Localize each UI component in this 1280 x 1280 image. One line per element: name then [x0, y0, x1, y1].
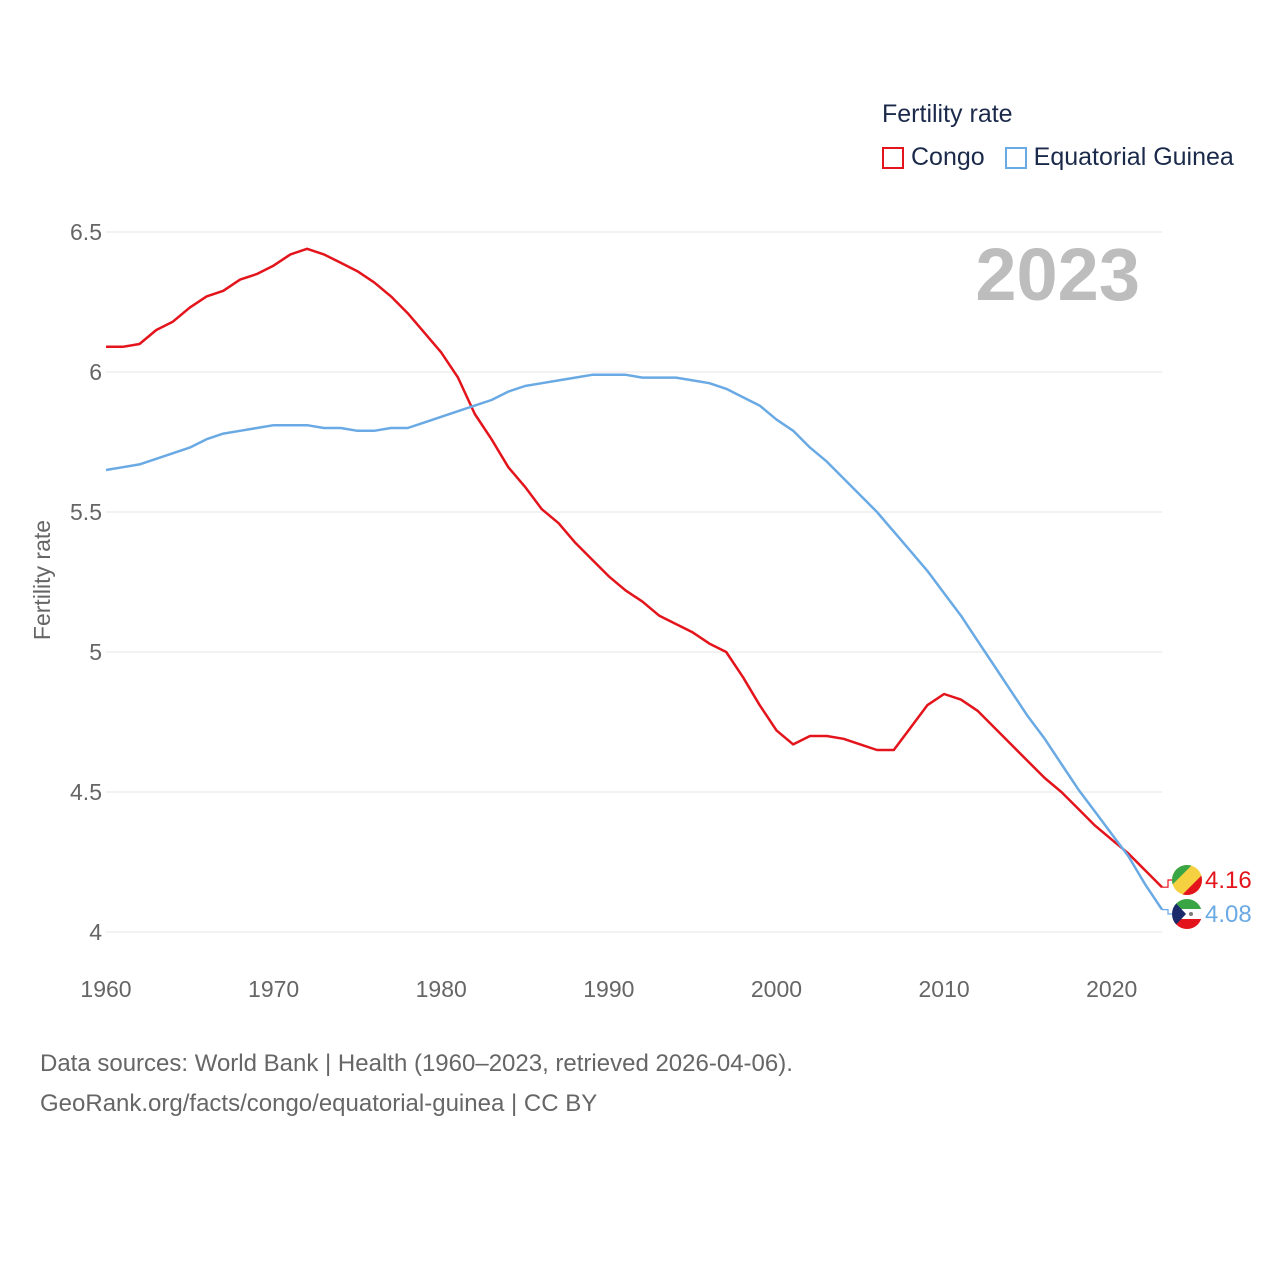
legend-item-congo[interactable]: Congo: [882, 143, 985, 172]
x-tick-label-1: 1970: [248, 976, 299, 1002]
x-tick-label-3: 1990: [583, 976, 634, 1002]
y-tick-label-0: 4: [89, 919, 102, 945]
y-tick-label-4: 6: [89, 359, 102, 385]
series-end-markers: 4.16 4.08: [1162, 865, 1252, 929]
x-tick-label-4: 2000: [751, 976, 802, 1002]
x-tick-label-6: 2020: [1086, 976, 1137, 1002]
connector-congo: [1162, 879, 1172, 888]
y-axis-label: Fertility rate: [29, 520, 55, 640]
end-value-label-equatorial-guinea: 4.08: [1205, 901, 1252, 928]
sources-line-1: Data sources: World Bank | Health (1960–…: [40, 1050, 793, 1077]
y-axis-ticks: 4 4.5 5 5.5 6 6.5: [70, 219, 102, 945]
end-value-label-congo: 4.16: [1205, 867, 1252, 894]
connector-equatorial-guinea: [1162, 908, 1172, 915]
y-tick-label-2: 5: [89, 639, 102, 665]
y-tick-label-1: 4.5: [70, 779, 102, 805]
y-tick-label-5: 6.5: [70, 219, 102, 245]
y-tick-label-3: 5.5: [70, 499, 102, 525]
x-tick-label-0: 1960: [80, 976, 131, 1002]
x-tick-label-2: 1980: [416, 976, 467, 1002]
legend: Congo Equatorial Guinea: [882, 143, 1254, 172]
x-tick-label-5: 2010: [919, 976, 970, 1002]
legend-swatch-congo: [882, 146, 904, 169]
series-line-congo[interactable]: [106, 247, 1163, 889]
x-axis-ticks: 1960 1970 1980 1990 2000 2010 2020: [80, 976, 1137, 1002]
legend-swatch-equatorial-guinea: [1004, 146, 1027, 169]
legend-label-equatorial-guinea: Equatorial Guinea: [1033, 143, 1234, 171]
year-label: 2023: [975, 233, 1140, 316]
data-sources: Data sources: World Bank | Health (1960–…: [40, 1044, 793, 1124]
grid-lines: [106, 231, 1162, 933]
series-line-equatorial-guinea[interactable]: [105, 373, 1164, 911]
congo-flag-icon: [1172, 865, 1202, 895]
legend-title: Fertility rate: [882, 100, 1013, 128]
series-lines: [105, 247, 1164, 911]
legend-item-equatorial-guinea[interactable]: Equatorial Guinea: [1004, 143, 1234, 172]
equatorial-guinea-flag-icon: [1172, 899, 1202, 929]
legend-label-congo: Congo: [911, 143, 985, 171]
sources-line-2[interactable]: GeoRank.org/facts/congo/equatorial-guine…: [40, 1090, 598, 1117]
